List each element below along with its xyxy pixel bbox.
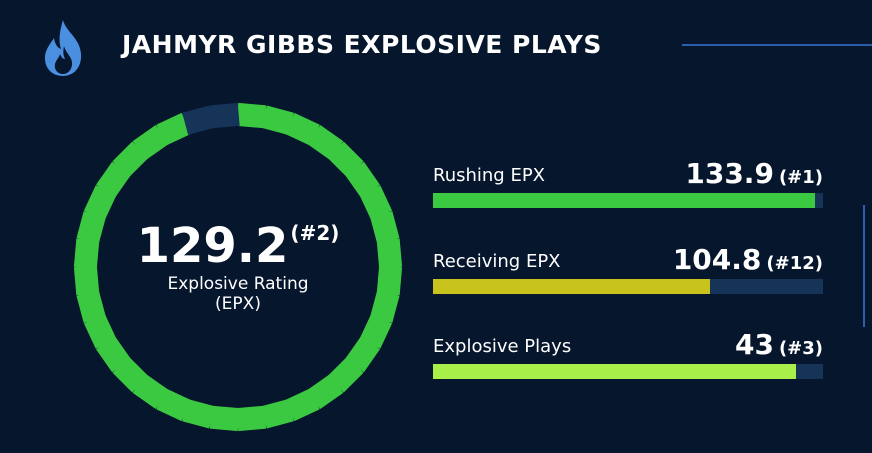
- rating-label-line2: (EPX): [215, 294, 261, 314]
- rating-rank: (#2): [290, 221, 340, 245]
- ring-segment-filled: [260, 399, 294, 429]
- ring-segment-empty: [182, 105, 216, 135]
- rating-label-line1: Explosive Rating: [167, 274, 309, 294]
- stat-label: Rushing EPX: [433, 165, 546, 186]
- ring-segment-filled: [307, 374, 344, 409]
- ring-segment-filled: [376, 265, 403, 296]
- stat-value: 133.9 (#1): [685, 157, 823, 195]
- stat-bar-track: [433, 364, 823, 379]
- stat-bar-track: [433, 279, 823, 294]
- ring-segment-filled: [284, 112, 320, 146]
- ring-segment-filled: [370, 289, 400, 323]
- ring-segment-filled: [156, 388, 192, 422]
- stat-bar-fill: [433, 193, 816, 208]
- ring-segment-filled: [359, 185, 393, 221]
- stat-value: 104.8 (#12): [673, 243, 823, 281]
- stat-number: 43: [734, 328, 774, 361]
- ring-segment-filled: [156, 112, 192, 146]
- ring-segment-filled: [96, 336, 131, 373]
- stat-number: 104.8: [672, 243, 762, 276]
- stat-label: Receiving EPX: [433, 251, 561, 272]
- ring-segment-filled: [76, 289, 106, 323]
- ring-segment-empty: [209, 102, 240, 129]
- ring-segment-filled: [73, 238, 100, 269]
- ring-segment-filled: [76, 211, 106, 245]
- ring-segment-filled: [376, 238, 403, 269]
- ring-segment-filled: [209, 405, 240, 432]
- side-divider: [863, 205, 865, 327]
- stat-rank: (#12): [766, 253, 823, 274]
- explosive-rating-value: 129.2 (#2): [0, 222, 476, 270]
- explosive-rating-label: Explosive Rating (EPX): [0, 274, 476, 314]
- title-divider: [682, 44, 872, 46]
- ring-segment-filled: [345, 161, 380, 198]
- ring-segment-filled: [132, 125, 169, 160]
- ring-segment-filled: [182, 399, 216, 429]
- stat-bar-fill: [433, 279, 710, 294]
- flame-icon: [44, 20, 82, 76]
- ring-segment-filled: [236, 102, 267, 129]
- rating-number: 129.2: [136, 218, 289, 274]
- ring-segment-filled: [83, 185, 117, 221]
- ring-segment-filled: [284, 388, 320, 422]
- page-title: JAHMYR GIBBS EXPLOSIVE PLAYS: [122, 30, 602, 59]
- ring-segment-filled: [260, 105, 294, 135]
- stat-rank: (#3): [778, 338, 823, 359]
- stat-bar-track: [433, 193, 823, 208]
- epx-segment-ring: [73, 102, 403, 432]
- stat-label: Explosive Plays: [433, 336, 572, 357]
- ring-segment-filled: [236, 405, 267, 432]
- ring-segment-filled: [83, 313, 117, 349]
- stat-number: 133.9: [685, 157, 774, 190]
- ring-segment-filled: [359, 313, 393, 349]
- stat-rank: (#1): [778, 167, 823, 188]
- stat-bar-fill: [433, 364, 796, 379]
- stat-value: 43 (#3): [735, 328, 823, 366]
- ring-segment-filled: [73, 265, 100, 296]
- ring-segment-filled: [370, 211, 400, 245]
